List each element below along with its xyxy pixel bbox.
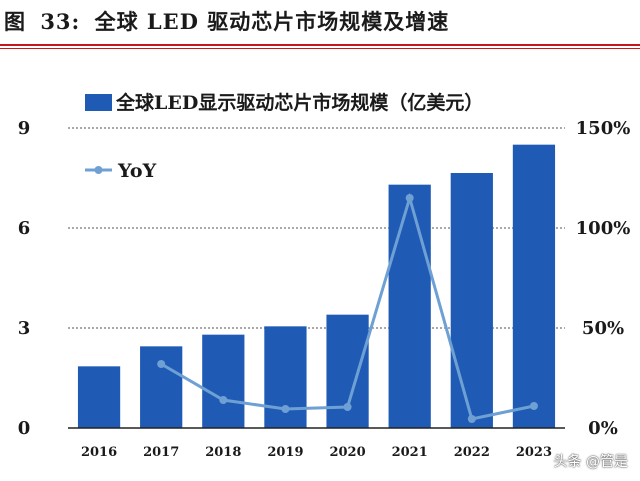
- y-left-tick-label: 9: [18, 118, 31, 139]
- bar: [77, 366, 121, 428]
- x-tick-label: 2020: [329, 445, 365, 460]
- y-left-tick-label: 3: [18, 318, 31, 339]
- bar: [512, 144, 556, 428]
- yoy-point: [281, 405, 290, 413]
- title-rule-thin: [0, 48, 640, 49]
- x-tick-label: 2022: [454, 445, 490, 460]
- x-tick-label: 2019: [267, 445, 303, 460]
- y-right-tick-label: 0%: [588, 418, 618, 439]
- x-tick-label: 2021: [392, 445, 428, 460]
- bar: [388, 184, 431, 428]
- y-left-tick-label: 0: [18, 418, 31, 439]
- legend-label-line: YoY: [117, 160, 157, 182]
- x-tick-label: 2016: [81, 445, 117, 460]
- figure-label: 图: [4, 9, 26, 34]
- y-right-tick-label: 150%: [576, 118, 631, 139]
- yoy-point: [405, 194, 414, 202]
- x-tick-label: 2018: [205, 445, 241, 460]
- figure-number: 33:: [40, 9, 81, 34]
- figure-title: 图 33: 全球 LED 驱动芯片市场规模及增速: [4, 6, 449, 36]
- watermark: 头条 @管是: [553, 454, 628, 470]
- legend-swatch-point: [94, 166, 103, 174]
- yoy-point: [219, 396, 228, 404]
- yoy-point: [467, 415, 476, 423]
- x-tick-label: 2017: [143, 445, 179, 460]
- y-right-tick-label: 100%: [576, 218, 631, 239]
- legend-swatch-bar: [85, 94, 112, 111]
- y-left-tick-label: 6: [18, 218, 31, 239]
- bar: [450, 173, 493, 428]
- title-rule: [0, 44, 640, 46]
- x-tick-label: 2023: [516, 445, 552, 460]
- yoy-point: [157, 360, 166, 368]
- figure-title-text: 全球 LED 驱动芯片市场规模及增速: [94, 9, 450, 34]
- legend-label-bar: 全球LED显示驱动芯片市场规模（亿美元）: [115, 91, 483, 114]
- bar: [202, 334, 245, 428]
- yoy-point: [343, 403, 352, 411]
- bar: [140, 346, 183, 428]
- y-right-tick-label: 50%: [582, 318, 624, 339]
- yoy-point: [529, 402, 538, 410]
